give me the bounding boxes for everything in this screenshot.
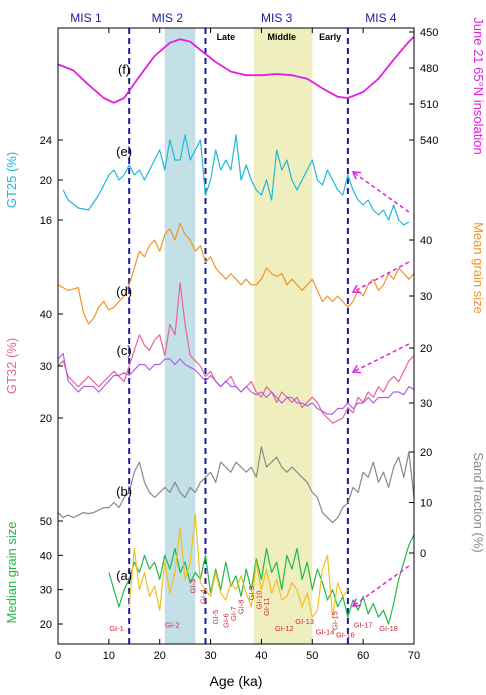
- shaded-bands: [164, 28, 313, 644]
- gt32-axis-tick-label-2: 40: [40, 309, 52, 321]
- gi-label-1: GI-2: [165, 620, 180, 629]
- sand-axis-tick-label-1: 10: [420, 498, 432, 510]
- trend-arrow-line-1: [352, 261, 410, 293]
- gi-label-11: GI-12: [275, 624, 294, 633]
- gi-label-5: GI-6: [221, 613, 230, 628]
- panel-labels: (f) (e) (d) (c) (b) (a): [116, 62, 132, 583]
- insolation-axis-tick-label-3: 540: [420, 135, 438, 147]
- x-axis-ticks: 0 10 20 30 40 50 60 70: [55, 28, 420, 662]
- substage-label-1: Middle: [268, 32, 297, 42]
- mis-label-0: MIS 1: [70, 11, 102, 25]
- median-grain-axis-tick-label-3: 50: [40, 516, 52, 528]
- series-line-2: [57, 222, 415, 325]
- sand-axis-tick-label-0: 0: [420, 548, 426, 560]
- series-line-5: [57, 446, 415, 524]
- sand-axis-label: Sand fraction (%): [471, 452, 486, 552]
- mis-label-3: MIS 4: [365, 11, 397, 25]
- gi-label-4: GI-5: [211, 610, 220, 625]
- gi-label-14: GI-15: [331, 611, 340, 630]
- gi-label-0: GI-1: [109, 624, 124, 633]
- x-tick-label-4: 40: [255, 650, 267, 662]
- x-tick-label-5: 50: [306, 650, 318, 662]
- c-right-axis-tick-label-1: 30: [420, 398, 432, 410]
- insolation-axis-label: June 21 65°N insolation: [471, 17, 486, 154]
- gi-label-9: GI-10: [254, 591, 263, 610]
- gi-label-3: GI-4: [198, 589, 207, 604]
- mis-label-2: MIS 3: [261, 11, 293, 25]
- insolation-axis-tick-label-0: 450: [420, 27, 438, 39]
- plot-frame: [57, 27, 415, 645]
- trend-arrow-head-3: [351, 598, 362, 607]
- y-axes: 450 480 510 540 June 21 65°N insolation 16 20 2…: [4, 17, 486, 631]
- panel-label-2: (d): [116, 284, 132, 299]
- trend-arrow-line-3: [352, 565, 410, 607]
- gt32-axis-tick-label-1: 30: [40, 361, 52, 373]
- x-tick-label-2: 20: [154, 650, 166, 662]
- x-tick-label-7: 70: [408, 650, 420, 662]
- median-grain-axis-tick-label-2: 40: [40, 550, 52, 562]
- series-line-7: [128, 513, 349, 618]
- trend-arrow-head-0: [351, 171, 362, 180]
- panel-label-0: (f): [118, 62, 130, 77]
- series-line-0: [57, 36, 415, 104]
- median-grain-axis-tick-label-1: 30: [40, 585, 52, 597]
- gi-label-13: GI-14: [316, 627, 335, 636]
- panel-label-4: (b): [116, 484, 132, 499]
- series-lines: [57, 36, 415, 625]
- mean-grain-axis-label: Mean grain size: [471, 222, 486, 314]
- x-tick-label-1: 10: [103, 650, 115, 662]
- shaded-band-1: [253, 28, 313, 644]
- insolation-axis-tick-label-2: 510: [420, 99, 438, 111]
- gi-label-10: GI-11: [262, 598, 271, 616]
- gi-labels: GI-1 GI-2GI-3GI-4GI-5 GI-6GI-7GI-8GI-9GI-1…: [109, 579, 398, 640]
- c-right-axis-tick-label-0: 20: [420, 343, 432, 355]
- gt25-axis-tick-label-2: 24: [40, 135, 52, 147]
- x-tick-label-0: 0: [55, 650, 61, 662]
- trend-arrow-line-0: [352, 171, 410, 213]
- gt32-axis-tick-label-0: 20: [40, 413, 52, 425]
- panel-label-3: (c): [117, 343, 132, 358]
- mean-grain-axis-tick-label-0: 30: [420, 291, 432, 303]
- x-axis-label: Age (ka): [210, 673, 263, 689]
- gi-label-6: GI-7: [229, 606, 238, 621]
- gt25-axis-label: GT25 (%): [4, 152, 19, 208]
- insolation-axis-tick-label-1: 480: [420, 63, 438, 75]
- gi-label-8: GI-9: [247, 586, 256, 601]
- gi-label-12: GI-13: [295, 617, 314, 626]
- median-grain-axis-label: Median grain size: [4, 522, 19, 624]
- trend-arrow-head-2: [351, 364, 362, 374]
- x-tick-label-3: 30: [204, 650, 216, 662]
- panel-label-1: (e): [116, 144, 132, 159]
- mis3-substage-labels: Late Middle Early: [217, 32, 342, 42]
- gi-label-16: GI-17: [354, 620, 373, 629]
- sand-axis-tick-label-2: 20: [420, 447, 432, 459]
- gi-label-15: GI-16: [336, 631, 355, 640]
- x-tick-label-6: 60: [357, 650, 369, 662]
- gt25-axis-tick-label-1: 20: [40, 175, 52, 187]
- gt25-axis-tick-label-0: 16: [40, 215, 52, 227]
- shaded-band-0: [164, 28, 196, 644]
- substage-label-2: Early: [319, 32, 341, 42]
- gi-label-17: GI-18: [379, 624, 398, 633]
- series-line-6: [108, 534, 415, 625]
- trend-arrow-head-1: [351, 284, 361, 294]
- gi-label-2: GI-3: [188, 579, 197, 594]
- gi-label-7: GI-8: [237, 600, 246, 615]
- mis-boundaries: [128, 28, 349, 644]
- median-grain-axis-tick-label-0: 20: [40, 619, 52, 631]
- gt32-axis-label: GT32 (%): [4, 338, 19, 394]
- mis-labels: MIS 1 MIS 2 MIS 3 MIS 4: [70, 11, 397, 25]
- mis-label-1: MIS 2: [152, 11, 184, 25]
- trend-arrows: [351, 171, 410, 607]
- trend-arrow-line-2: [352, 343, 410, 373]
- series-line-3: [57, 282, 415, 424]
- series-line-4: [57, 352, 415, 415]
- panel-label-5: (a): [116, 568, 132, 583]
- series-line-1: [62, 134, 410, 226]
- mean-grain-axis-tick-label-1: 40: [420, 235, 432, 247]
- substage-label-0: Late: [217, 32, 236, 42]
